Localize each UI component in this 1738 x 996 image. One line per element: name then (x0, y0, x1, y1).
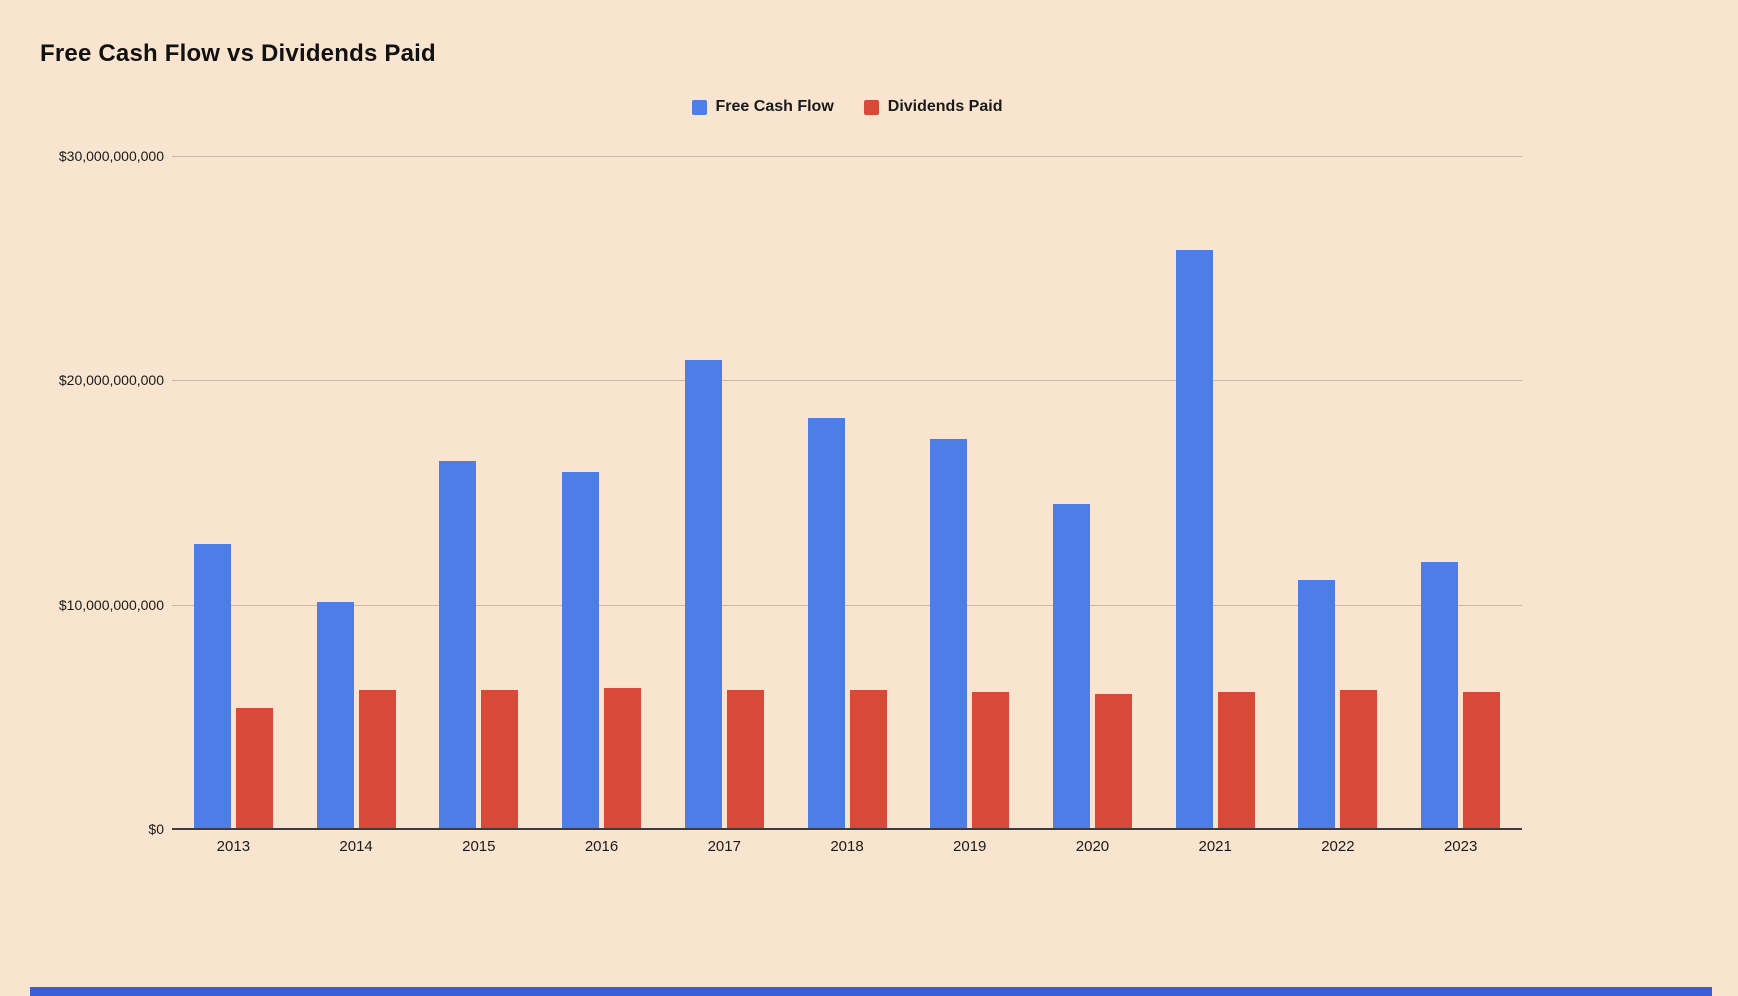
legend-item-free-cash-flow: Free Cash Flow (691, 98, 834, 116)
x-tick-label: 2016 (584, 838, 619, 855)
x-tick-label: 2019 (953, 838, 987, 855)
legend-label-free-cash-flow: Free Cash Flow (715, 98, 834, 115)
bar-dividends-paid-2014 (358, 689, 396, 829)
x-tick-label: 2013 (216, 838, 251, 855)
bar-dividends-paid-2021 (1217, 692, 1255, 829)
bar-dividends-paid-2023 (1463, 692, 1501, 829)
x-tick-label: 2023 (1443, 838, 1478, 855)
bar-dividends-paid-2015 (481, 689, 519, 829)
bar-dividends-paid-2022 (1340, 689, 1378, 829)
bar-free-cash-flow-2014 (316, 602, 354, 829)
x-tick-label: 2014 (339, 838, 373, 855)
plot-area (172, 156, 1522, 830)
gridline (172, 380, 1522, 382)
bar-dividends-paid-2020 (1094, 694, 1132, 829)
bar-free-cash-flow-2020 (1052, 503, 1090, 829)
x-tick-label: 2018 (830, 838, 864, 855)
bar-dividends-paid-2013 (235, 707, 273, 829)
bar-dividends-paid-2016 (604, 687, 642, 829)
bar-dividends-paid-2019 (972, 692, 1010, 829)
y-tick-label: $10,000,000,000 (58, 596, 164, 613)
gridline (172, 604, 1522, 606)
y-axis: $0 $10,000,000,000 $20,000,000,000 $30,000,… (0, 148, 164, 837)
bar-free-cash-flow-2015 (439, 461, 477, 829)
legend-swatch-red-icon (863, 99, 879, 115)
bar-free-cash-flow-2023 (1421, 562, 1459, 829)
x-tick-label: 2021 (1198, 838, 1232, 855)
legend-label-dividends-paid: Dividends Paid (887, 98, 1003, 115)
y-tick-label: $20,000,000,000 (58, 372, 164, 389)
chart-legend: Free Cash Flow Dividends Paid (172, 98, 1522, 116)
x-tick-label: 2017 (707, 838, 741, 855)
x-tick-label: 2015 (462, 838, 496, 855)
x-axis: 2013 2014 2015 2016 2017 2018 2019 2020 2021 2022… (172, 838, 1522, 862)
y-tick-label: $30,000,000,000 (58, 148, 164, 164)
bar-free-cash-flow-2013 (193, 544, 231, 829)
bar-dividends-paid-2017 (726, 689, 764, 829)
x-tick-label: 2020 (1075, 838, 1110, 855)
bar-free-cash-flow-2022 (1298, 580, 1336, 829)
bar-free-cash-flow-2019 (930, 438, 968, 829)
bar-dividends-paid-2018 (849, 689, 887, 829)
y-tick-label: $0 (148, 821, 164, 837)
x-tick-label: 2022 (1321, 838, 1355, 855)
legend-item-dividends-paid: Dividends Paid (863, 98, 1003, 116)
bar-free-cash-flow-2021 (1175, 250, 1213, 829)
bottom-blue-strip (30, 987, 1712, 996)
gridline (172, 156, 1522, 157)
bar-free-cash-flow-2018 (807, 418, 845, 829)
legend-swatch-blue-icon (691, 99, 707, 115)
bar-free-cash-flow-2017 (684, 360, 722, 829)
x-axis-baseline (172, 828, 1522, 830)
bar-free-cash-flow-2016 (562, 472, 600, 829)
chart-title: Free Cash Flow vs Dividends Paid (40, 40, 436, 67)
